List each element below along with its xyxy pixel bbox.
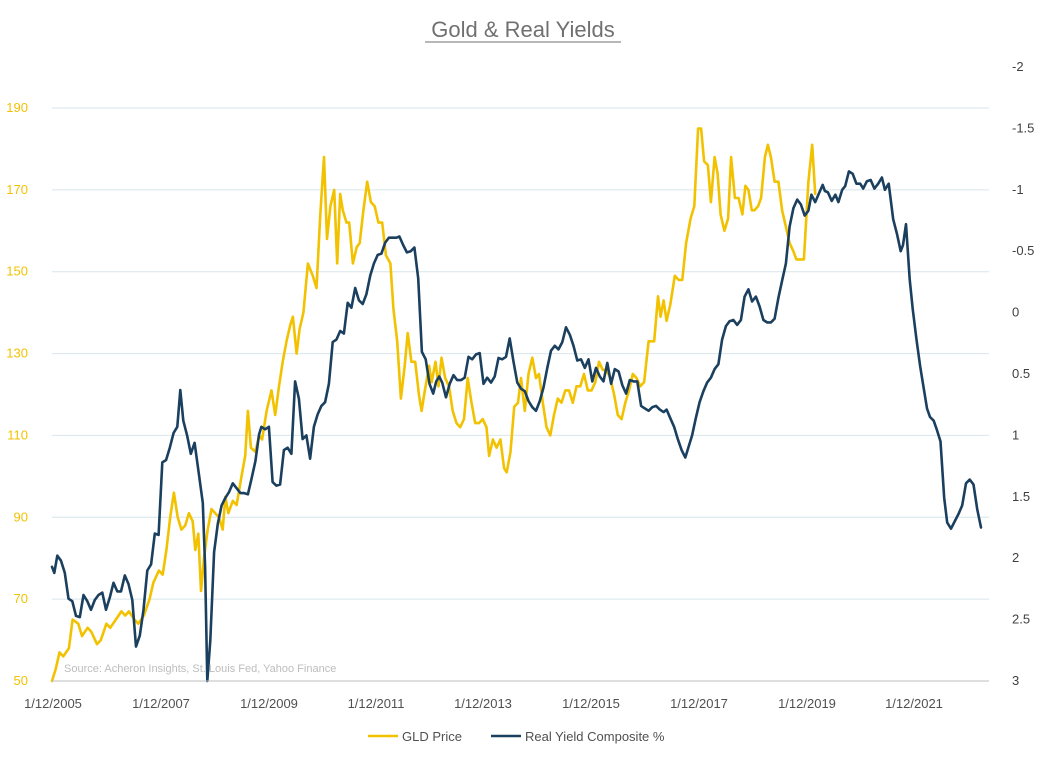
y-right-tick-label: -2	[1012, 59, 1024, 74]
x-tick-label: 1/12/2015	[562, 696, 620, 711]
x-tick-label: 1/12/2005	[24, 696, 82, 711]
series-line-real-yield	[50, 170, 983, 683]
y-right-tick-label: 1.5	[1012, 489, 1030, 504]
y-left-tick-label: 190	[6, 100, 28, 115]
y-left-tick-label: 90	[14, 509, 28, 524]
gridlines	[52, 107, 989, 682]
left-axis: 50 70 90 110 130 150 170 190	[6, 100, 28, 688]
y-right-tick-label: -1.5	[1012, 120, 1034, 135]
x-axis: 1/12/2005 1/12/2007 1/12/2009 1/12/2011 1/12…	[24, 680, 989, 711]
legend-label-yield: Real Yield Composite %	[525, 729, 665, 744]
y-right-tick-label: 0.5	[1012, 366, 1030, 381]
y-left-tick-label: 70	[14, 591, 28, 606]
y-right-tick-label: 0	[1012, 305, 1019, 320]
y-left-tick-label: 150	[6, 264, 28, 279]
source-note: Source: Acheron Insights, St. Louis Fed,…	[64, 663, 336, 675]
y-left-tick-label: 130	[6, 346, 28, 361]
series-line-gld-price	[50, 127, 817, 683]
y-right-tick-label: 3	[1012, 673, 1019, 688]
y-right-tick-label: -1	[1012, 182, 1024, 197]
y-left-tick-label: 110	[7, 427, 28, 442]
x-tick-label: 1/12/2013	[454, 696, 512, 711]
y-right-tick-label: 2.5	[1012, 612, 1030, 627]
chart-title: Gold & Real Yields	[431, 17, 614, 42]
x-tick-label: 1/12/2017	[670, 696, 728, 711]
y-right-tick-label: -0.5	[1012, 243, 1034, 258]
x-tick-label: 1/12/2021	[885, 696, 943, 711]
y-right-tick-label: 2	[1012, 550, 1019, 565]
y-left-tick-label: 50	[14, 673, 28, 688]
x-tick-label: 1/12/2019	[778, 696, 836, 711]
series-layer	[50, 127, 983, 683]
x-tick-label: 1/12/2009	[240, 696, 298, 711]
right-axis: -2 -1.5 -1 -0.5 0 0.5 1 1.5 2 2.5 3	[1012, 59, 1034, 688]
legend-label-gold: GLD Price	[402, 729, 462, 744]
y-right-tick-label: 1	[1012, 427, 1019, 442]
legend: GLD Price Real Yield Composite %	[368, 729, 665, 744]
y-left-tick-label: 170	[6, 182, 28, 197]
x-tick-label: 1/12/2007	[132, 696, 190, 711]
x-tick-label: 1/12/2011	[348, 696, 405, 711]
